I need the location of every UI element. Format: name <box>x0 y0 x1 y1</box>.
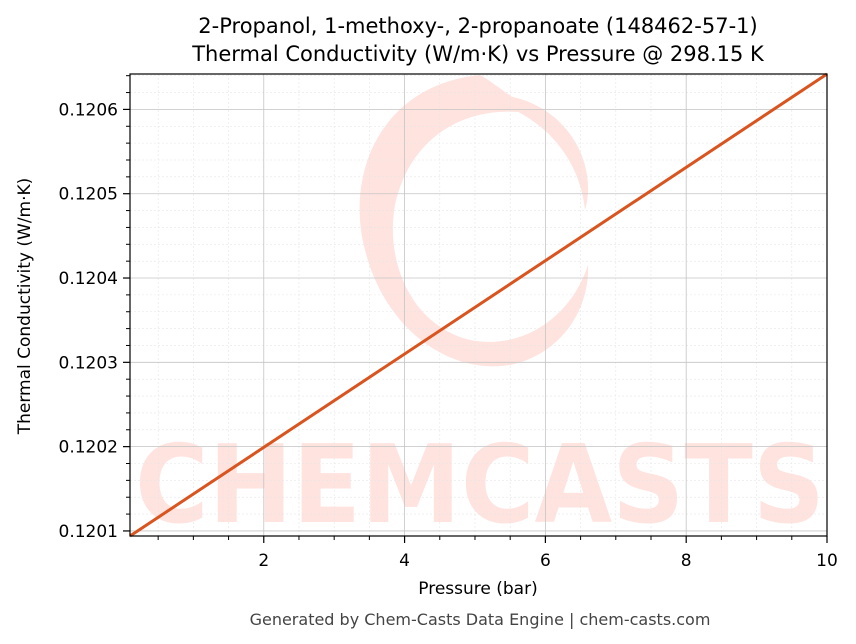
watermark-logo: CHEMCASTS <box>135 75 825 548</box>
tick-labels: 2 4 6 8 10 0.1201 0.1202 0.1203 0.1204 0.1205 0.12… <box>59 100 838 571</box>
watermark-swirl <box>359 75 589 367</box>
x-tick-label: 6 <box>540 551 551 571</box>
watermark-text: CHEMCASTS <box>135 423 825 548</box>
y-tick-label: 0.1202 <box>59 438 118 458</box>
x-tick-label: 4 <box>399 551 410 571</box>
x-tick-label: 8 <box>681 551 692 571</box>
y-axis-label: Thermal Conductivity (W/m·K) <box>15 178 35 436</box>
y-tick-label: 0.1201 <box>59 522 118 542</box>
series-layer <box>129 72 828 538</box>
watermark-swirl-inner <box>470 94 589 210</box>
y-tick-label: 0.1205 <box>59 185 118 205</box>
y-tick-label: 0.1203 <box>59 353 118 373</box>
minor-grid <box>130 74 827 536</box>
chart-title-line1: 2-Propanol, 1-methoxy-, 2-propanoate (14… <box>198 14 757 38</box>
chart-title-line2: Thermal Conductivity (W/m·K) vs Pressure… <box>191 42 765 66</box>
x-tick-label: 10 <box>816 551 838 571</box>
ticks <box>123 75 828 543</box>
x-axis-label: Pressure (bar) <box>418 579 537 599</box>
y-tick-label: 0.1204 <box>59 269 118 289</box>
y-tick-label: 0.1206 <box>59 100 118 120</box>
footer-credit: Generated by Chem-Casts Data Engine | ch… <box>250 610 711 629</box>
x-tick-label: 2 <box>258 551 269 571</box>
plot-frame <box>129 73 828 537</box>
series-line <box>129 72 828 538</box>
major-grid <box>130 74 827 536</box>
